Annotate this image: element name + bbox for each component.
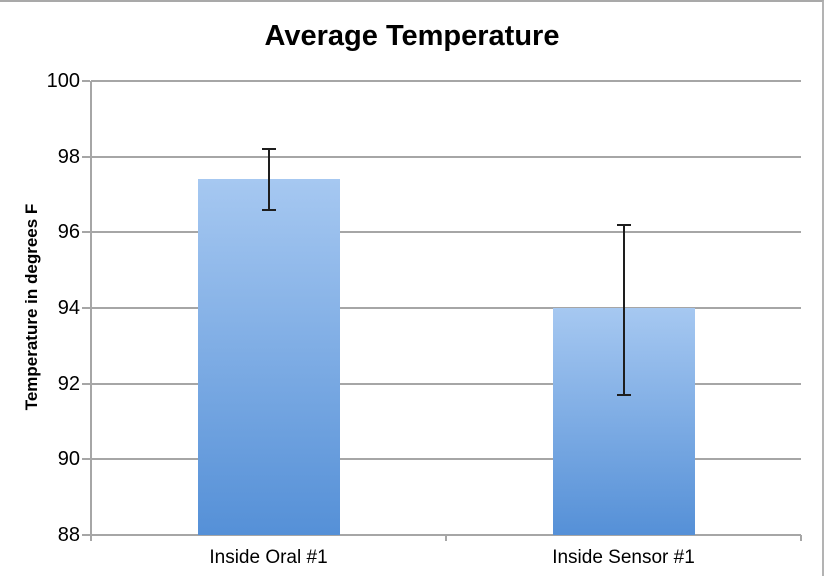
category-label-1: Inside Oral #1 [209, 547, 328, 568]
gridline [91, 80, 801, 82]
chart-title: Average Temperature [264, 20, 560, 52]
error-bar-cap-bottom [616, 394, 631, 397]
gridline [91, 155, 801, 158]
error-bar-cap-top [616, 223, 631, 226]
y-tick-label: 94 [57, 297, 80, 319]
y-axis-tick [82, 231, 90, 234]
y-axis-tick [82, 307, 90, 309]
error-bar-cap-top [261, 148, 276, 151]
error-bar-line [267, 149, 270, 210]
y-axis-tick [82, 534, 90, 536]
gridline [91, 458, 801, 461]
gridline [91, 382, 801, 385]
gridline [91, 307, 801, 309]
category-label-2: Inside Sensor #1 [552, 547, 695, 568]
y-axis-tick [82, 155, 90, 158]
y-tick-label: 88 [57, 524, 80, 546]
y-tick-label: 96 [57, 221, 80, 244]
y-axis-line [90, 81, 92, 540]
y-axis-tick [82, 382, 90, 385]
y-axis-tick [82, 458, 90, 461]
y-tick-label: 98 [57, 145, 80, 168]
error-bar-line [622, 224, 625, 396]
x-axis-tick [90, 535, 92, 541]
y-axis-tick [82, 80, 90, 82]
y-tick-label: 92 [57, 372, 80, 395]
x-axis-tick [800, 535, 802, 541]
bar-1 [197, 179, 340, 535]
error-bar-cap-bottom [261, 208, 276, 211]
plot-area [82, 80, 802, 541]
y-tick-label: 90 [57, 448, 80, 471]
gridline [91, 231, 801, 234]
y-tick-label: 100 [46, 70, 80, 92]
x-axis-tick [445, 535, 447, 541]
